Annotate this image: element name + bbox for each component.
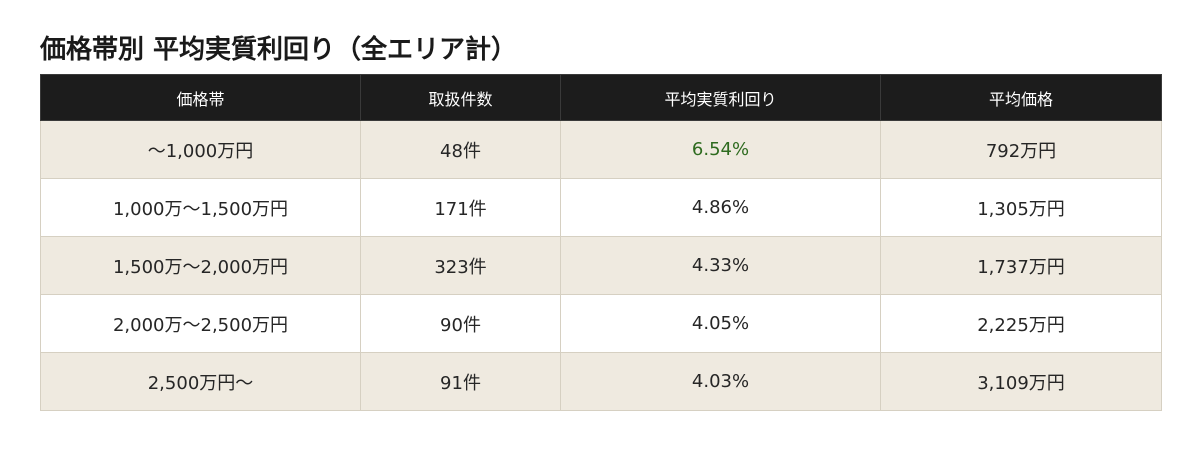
- cell-average-yield: 4.33%: [560, 236, 881, 295]
- cell-average-price: 2,225万円: [880, 294, 1162, 353]
- cell-average-price: 1,305万円: [880, 178, 1162, 237]
- table-row: 1,000万〜1,500万円 171件 4.86% 1,305万円: [40, 178, 1162, 237]
- cell-price-range: 2,500万円〜: [40, 352, 361, 411]
- table-row: 2,500万円〜 91件 4.03% 3,109万円: [40, 352, 1162, 411]
- cell-price-range: 〜1,000万円: [40, 120, 361, 179]
- cell-listing-count: 171件: [360, 178, 561, 237]
- cell-price-range: 1,500万〜2,000万円: [40, 236, 361, 295]
- cell-price-range: 1,000万〜1,500万円: [40, 178, 361, 237]
- cell-average-yield: 4.86%: [560, 178, 881, 237]
- cell-average-yield-highlight: 6.54%: [560, 120, 881, 179]
- cell-listing-count: 90件: [360, 294, 561, 353]
- table-body: 〜1,000万円 48件 6.54% 792万円 1,000万〜1,500万円 …: [40, 120, 1162, 411]
- cell-average-price: 792万円: [880, 120, 1162, 179]
- header-average-yield: 平均実質利回り: [560, 74, 881, 121]
- header-row: 価格帯 取扱件数 平均実質利回り 平均価格: [40, 74, 1162, 121]
- cell-listing-count: 48件: [360, 120, 561, 179]
- cell-average-price: 3,109万円: [880, 352, 1162, 411]
- table-header: 価格帯 取扱件数 平均実質利回り 平均価格: [40, 74, 1162, 121]
- header-listing-count: 取扱件数: [360, 74, 561, 121]
- header-average-price: 平均価格: [880, 74, 1162, 121]
- table-row: 〜1,000万円 48件 6.54% 792万円: [40, 120, 1162, 179]
- header-price-range: 価格帯: [40, 74, 361, 121]
- table-row: 1,500万〜2,000万円 323件 4.33% 1,737万円: [40, 236, 1162, 295]
- yield-table: 価格帯 取扱件数 平均実質利回り 平均価格 〜1,000万円 48件 6.54%…: [40, 74, 1162, 411]
- cell-price-range: 2,000万〜2,500万円: [40, 294, 361, 353]
- cell-listing-count: 323件: [360, 236, 561, 295]
- cell-average-yield: 4.03%: [560, 352, 881, 411]
- cell-listing-count: 91件: [360, 352, 561, 411]
- cell-average-yield: 4.05%: [560, 294, 881, 353]
- table-row: 2,000万〜2,500万円 90件 4.05% 2,225万円: [40, 294, 1162, 353]
- page-title: 価格帯別 平均実質利回り（全エリア計）: [40, 35, 518, 65]
- cell-average-price: 1,737万円: [880, 236, 1162, 295]
